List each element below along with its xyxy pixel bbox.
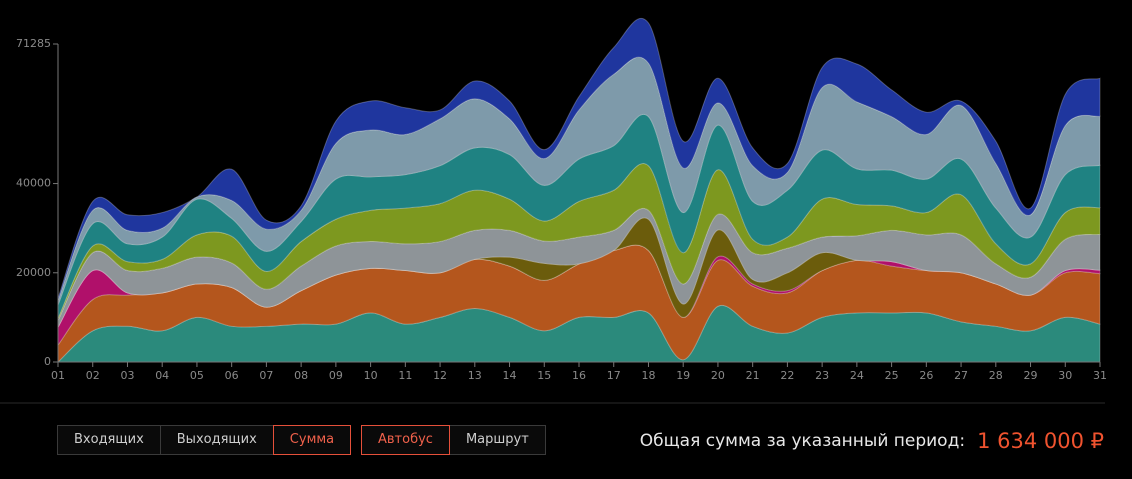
toggle-button[interactable]: Автобус [361, 425, 450, 455]
x-tick-label: 18 [641, 369, 655, 382]
x-tick-label: 15 [537, 369, 551, 382]
x-tick-label: 22 [780, 369, 794, 382]
x-tick-label: 13 [468, 369, 482, 382]
x-tick-label: 27 [954, 369, 968, 382]
x-tick-label: 12 [433, 369, 447, 382]
toggle-button[interactable]: Маршрут [448, 425, 546, 455]
y-tick-label: 0 [44, 355, 51, 368]
chart: 0 20000 40000 71285 01 02 03 04 05 06 07 08 09 10 11 12… [0, 17, 1107, 404]
x-tick-label: 11 [398, 369, 412, 382]
x-tick-label: 07 [259, 369, 273, 382]
x-tick-label: 09 [329, 369, 343, 382]
x-tick-label: 04 [155, 369, 169, 382]
x-tick-label: 20 [711, 369, 725, 382]
y-tick-label: 71285 [16, 37, 51, 50]
x-tick-label: 14 [503, 369, 517, 382]
x-tick-label: 19 [676, 369, 690, 382]
x-tick-label: 16 [572, 369, 586, 382]
area [57, 244, 1101, 364]
x-tick-label: 08 [294, 369, 308, 382]
toggle-button[interactable]: Сумма [272, 425, 352, 455]
total-label: Общая сумма за указанный период: [639, 431, 966, 451]
mode-buttons: Входящих Выходящих Сумма [57, 425, 352, 455]
y-tick-label: 40000 [16, 177, 51, 190]
total-value: 1 634 000 ₽ [977, 429, 1104, 453]
x-tick-label: 01 [51, 369, 65, 382]
x-tick-label: 26 [919, 369, 933, 382]
x-tick-label: 25 [885, 369, 899, 382]
x-tick-label: 05 [190, 369, 204, 382]
x-tick-label: 02 [86, 369, 100, 382]
x-tick-label: 17 [607, 369, 621, 382]
x-tick-label: 03 [120, 369, 134, 382]
total: Общая сумма за указанный период: 1 634 0… [640, 426, 1104, 456]
x-tick-label: 31 [1093, 369, 1107, 382]
x-tick-label: 29 [1024, 369, 1038, 382]
x-tick-label: 21 [746, 369, 760, 382]
y-tick-label: 20000 [16, 266, 51, 279]
area [57, 17, 1101, 301]
toggle-button[interactable]: Выходящих [159, 425, 274, 455]
x-tick-label: 23 [815, 369, 829, 382]
x-tick-label: 06 [225, 369, 239, 382]
group-buttons: Автобус Маршрут [361, 425, 546, 455]
x-tick-label: 30 [1058, 369, 1072, 382]
toggle-button[interactable]: Входящих [57, 425, 161, 455]
x-tick-label: 28 [989, 369, 1003, 382]
x-tick-label: 24 [850, 369, 864, 382]
x-tick-label: 10 [364, 369, 378, 382]
